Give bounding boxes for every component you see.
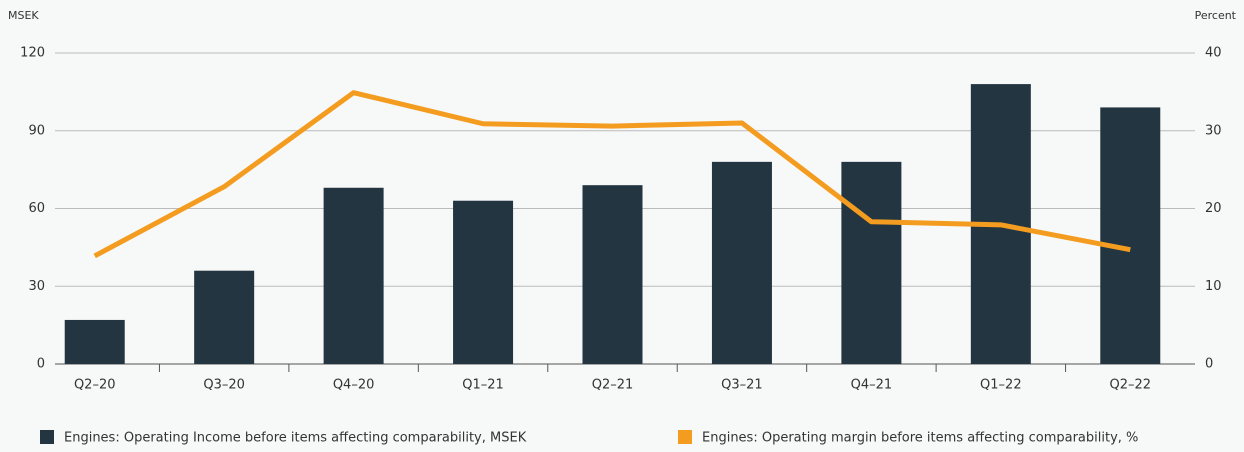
bar xyxy=(64,319,125,364)
bar xyxy=(453,200,514,364)
y2-tick-label: 10 xyxy=(1205,279,1222,294)
y2-tick-label: 0 xyxy=(1205,357,1213,372)
bar xyxy=(711,161,772,364)
y-tick-label: 0 xyxy=(37,357,45,372)
x-tick-label: Q4–20 xyxy=(333,378,375,393)
x-tick-label: Q2–22 xyxy=(1110,378,1152,393)
line xyxy=(93,90,1131,259)
x-tick-label: Q1–21 xyxy=(462,378,504,393)
y2-tick-label: 20 xyxy=(1205,201,1222,216)
x-tick-label: Q4–21 xyxy=(851,378,893,393)
x-tick-label: Q3–20 xyxy=(203,378,245,393)
bar xyxy=(582,185,643,364)
bar xyxy=(194,270,255,364)
x-tick-label: Q2–21 xyxy=(592,378,634,393)
legend-label: Engines: Operating Income before items a… xyxy=(64,431,527,446)
y2-tick-label: 40 xyxy=(1205,46,1222,61)
y-tick-label: 90 xyxy=(28,123,45,138)
y2-tick-label: 30 xyxy=(1205,123,1222,138)
y-axis-label: MSEK xyxy=(8,9,39,22)
bar xyxy=(841,161,902,364)
y-tick-label: 30 xyxy=(28,279,45,294)
y-tick-label: 120 xyxy=(20,46,45,61)
legend-swatch xyxy=(678,430,692,444)
bar xyxy=(1100,107,1161,365)
legend-swatch xyxy=(40,430,54,444)
x-tick-label: Q3–21 xyxy=(721,378,763,393)
bar xyxy=(323,187,384,364)
x-tick-label: Q2–20 xyxy=(74,378,116,393)
legend-label: Engines: Operating margin before items a… xyxy=(702,431,1138,446)
y2-axis-label: Percent xyxy=(1195,9,1237,22)
x-tick-label: Q1–22 xyxy=(980,378,1022,393)
y-tick-label: 60 xyxy=(28,201,45,216)
